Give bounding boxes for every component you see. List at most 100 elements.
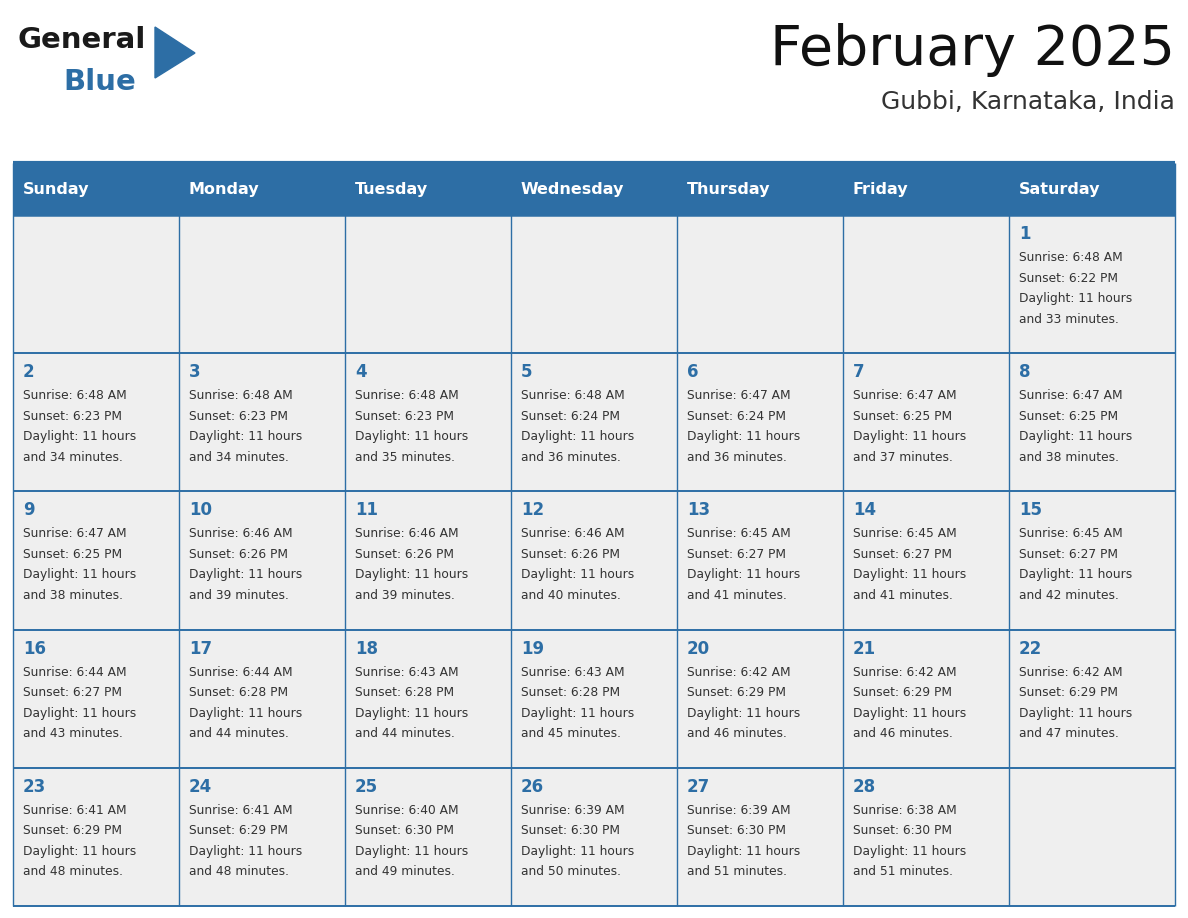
FancyBboxPatch shape	[677, 215, 843, 353]
Text: Daylight: 11 hours: Daylight: 11 hours	[355, 431, 468, 443]
Text: 3: 3	[189, 364, 201, 381]
FancyBboxPatch shape	[511, 630, 677, 767]
FancyBboxPatch shape	[843, 353, 1009, 491]
Text: Daylight: 11 hours: Daylight: 11 hours	[853, 845, 966, 857]
Text: Sunset: 6:27 PM: Sunset: 6:27 PM	[1019, 548, 1118, 561]
Text: Daylight: 11 hours: Daylight: 11 hours	[522, 845, 634, 857]
Text: Sunrise: 6:46 AM: Sunrise: 6:46 AM	[355, 528, 459, 541]
Text: Sunset: 6:27 PM: Sunset: 6:27 PM	[853, 548, 952, 561]
Text: Daylight: 11 hours: Daylight: 11 hours	[355, 845, 468, 857]
Text: Sunrise: 6:42 AM: Sunrise: 6:42 AM	[1019, 666, 1123, 678]
Text: 19: 19	[522, 640, 544, 657]
Text: and 42 minutes.: and 42 minutes.	[1019, 589, 1119, 602]
Text: Daylight: 11 hours: Daylight: 11 hours	[189, 707, 302, 720]
Text: and 51 minutes.: and 51 minutes.	[853, 866, 953, 879]
Text: Daylight: 11 hours: Daylight: 11 hours	[189, 431, 302, 443]
Text: Sunrise: 6:45 AM: Sunrise: 6:45 AM	[687, 528, 791, 541]
FancyBboxPatch shape	[677, 630, 843, 767]
Text: and 44 minutes.: and 44 minutes.	[355, 727, 455, 740]
Text: Sunset: 6:29 PM: Sunset: 6:29 PM	[1019, 686, 1118, 700]
Text: Daylight: 11 hours: Daylight: 11 hours	[853, 568, 966, 581]
Text: Sunrise: 6:43 AM: Sunrise: 6:43 AM	[522, 666, 625, 678]
Text: Gubbi, Karnataka, India: Gubbi, Karnataka, India	[881, 90, 1175, 114]
FancyBboxPatch shape	[843, 767, 1009, 906]
Text: and 48 minutes.: and 48 minutes.	[189, 866, 289, 879]
Text: Sunrise: 6:47 AM: Sunrise: 6:47 AM	[853, 389, 956, 402]
Text: and 44 minutes.: and 44 minutes.	[189, 727, 289, 740]
Text: Friday: Friday	[853, 182, 909, 196]
Text: and 46 minutes.: and 46 minutes.	[853, 727, 953, 740]
Text: Sunset: 6:27 PM: Sunset: 6:27 PM	[23, 686, 122, 700]
Text: and 38 minutes.: and 38 minutes.	[23, 589, 124, 602]
FancyBboxPatch shape	[1009, 215, 1175, 353]
Text: Daylight: 11 hours: Daylight: 11 hours	[1019, 707, 1132, 720]
Text: Thursday: Thursday	[687, 182, 771, 196]
Text: Sunday: Sunday	[23, 182, 89, 196]
Text: 17: 17	[189, 640, 213, 657]
Text: Sunset: 6:26 PM: Sunset: 6:26 PM	[355, 548, 454, 561]
Text: and 49 minutes.: and 49 minutes.	[355, 866, 455, 879]
Text: Sunrise: 6:48 AM: Sunrise: 6:48 AM	[522, 389, 625, 402]
Text: Sunrise: 6:45 AM: Sunrise: 6:45 AM	[853, 528, 956, 541]
Text: and 39 minutes.: and 39 minutes.	[189, 589, 289, 602]
Text: 13: 13	[687, 501, 710, 520]
Text: Sunrise: 6:42 AM: Sunrise: 6:42 AM	[687, 666, 791, 678]
FancyBboxPatch shape	[677, 353, 843, 491]
Text: Daylight: 11 hours: Daylight: 11 hours	[522, 431, 634, 443]
Text: Sunrise: 6:39 AM: Sunrise: 6:39 AM	[522, 804, 625, 817]
FancyBboxPatch shape	[843, 491, 1009, 630]
FancyBboxPatch shape	[1009, 767, 1175, 906]
FancyBboxPatch shape	[677, 491, 843, 630]
Text: 18: 18	[355, 640, 378, 657]
Text: Daylight: 11 hours: Daylight: 11 hours	[687, 707, 801, 720]
Text: Sunrise: 6:46 AM: Sunrise: 6:46 AM	[189, 528, 292, 541]
Text: Daylight: 11 hours: Daylight: 11 hours	[853, 431, 966, 443]
Text: Daylight: 11 hours: Daylight: 11 hours	[1019, 431, 1132, 443]
Text: 1: 1	[1019, 225, 1030, 243]
FancyBboxPatch shape	[13, 630, 179, 767]
Text: Sunrise: 6:48 AM: Sunrise: 6:48 AM	[355, 389, 459, 402]
FancyBboxPatch shape	[179, 353, 345, 491]
Text: 22: 22	[1019, 640, 1042, 657]
Text: 14: 14	[853, 501, 876, 520]
Text: 23: 23	[23, 778, 46, 796]
Text: Sunset: 6:28 PM: Sunset: 6:28 PM	[189, 686, 289, 700]
FancyBboxPatch shape	[345, 353, 511, 491]
Text: 7: 7	[853, 364, 865, 381]
Text: and 43 minutes.: and 43 minutes.	[23, 727, 122, 740]
Text: and 47 minutes.: and 47 minutes.	[1019, 727, 1119, 740]
Text: and 40 minutes.: and 40 minutes.	[522, 589, 621, 602]
Text: Sunrise: 6:41 AM: Sunrise: 6:41 AM	[189, 804, 292, 817]
Text: 15: 15	[1019, 501, 1042, 520]
FancyBboxPatch shape	[843, 215, 1009, 353]
Text: Monday: Monday	[189, 182, 260, 196]
Text: 25: 25	[355, 778, 378, 796]
Text: Sunrise: 6:48 AM: Sunrise: 6:48 AM	[189, 389, 292, 402]
Text: Sunrise: 6:40 AM: Sunrise: 6:40 AM	[355, 804, 459, 817]
FancyBboxPatch shape	[13, 215, 179, 353]
Text: Sunset: 6:23 PM: Sunset: 6:23 PM	[23, 409, 122, 422]
Text: Sunrise: 6:46 AM: Sunrise: 6:46 AM	[522, 528, 625, 541]
Text: Sunset: 6:30 PM: Sunset: 6:30 PM	[522, 824, 620, 837]
Text: 12: 12	[522, 501, 544, 520]
Text: Sunset: 6:25 PM: Sunset: 6:25 PM	[853, 409, 952, 422]
Text: and 36 minutes.: and 36 minutes.	[522, 451, 621, 464]
Text: Sunrise: 6:42 AM: Sunrise: 6:42 AM	[853, 666, 956, 678]
Text: Daylight: 11 hours: Daylight: 11 hours	[687, 431, 801, 443]
Text: Sunrise: 6:44 AM: Sunrise: 6:44 AM	[23, 666, 127, 678]
Text: Daylight: 11 hours: Daylight: 11 hours	[687, 568, 801, 581]
Text: Sunset: 6:28 PM: Sunset: 6:28 PM	[522, 686, 620, 700]
Text: Sunrise: 6:47 AM: Sunrise: 6:47 AM	[687, 389, 791, 402]
Text: and 35 minutes.: and 35 minutes.	[355, 451, 455, 464]
FancyBboxPatch shape	[179, 630, 345, 767]
Text: Daylight: 11 hours: Daylight: 11 hours	[355, 568, 468, 581]
Text: Sunset: 6:30 PM: Sunset: 6:30 PM	[853, 824, 952, 837]
Text: General: General	[18, 26, 146, 54]
Text: Sunset: 6:29 PM: Sunset: 6:29 PM	[687, 686, 786, 700]
Text: 9: 9	[23, 501, 34, 520]
Polygon shape	[154, 27, 195, 78]
Text: 24: 24	[189, 778, 213, 796]
Text: 5: 5	[522, 364, 532, 381]
Text: Sunrise: 6:44 AM: Sunrise: 6:44 AM	[189, 666, 292, 678]
Text: Daylight: 11 hours: Daylight: 11 hours	[687, 845, 801, 857]
